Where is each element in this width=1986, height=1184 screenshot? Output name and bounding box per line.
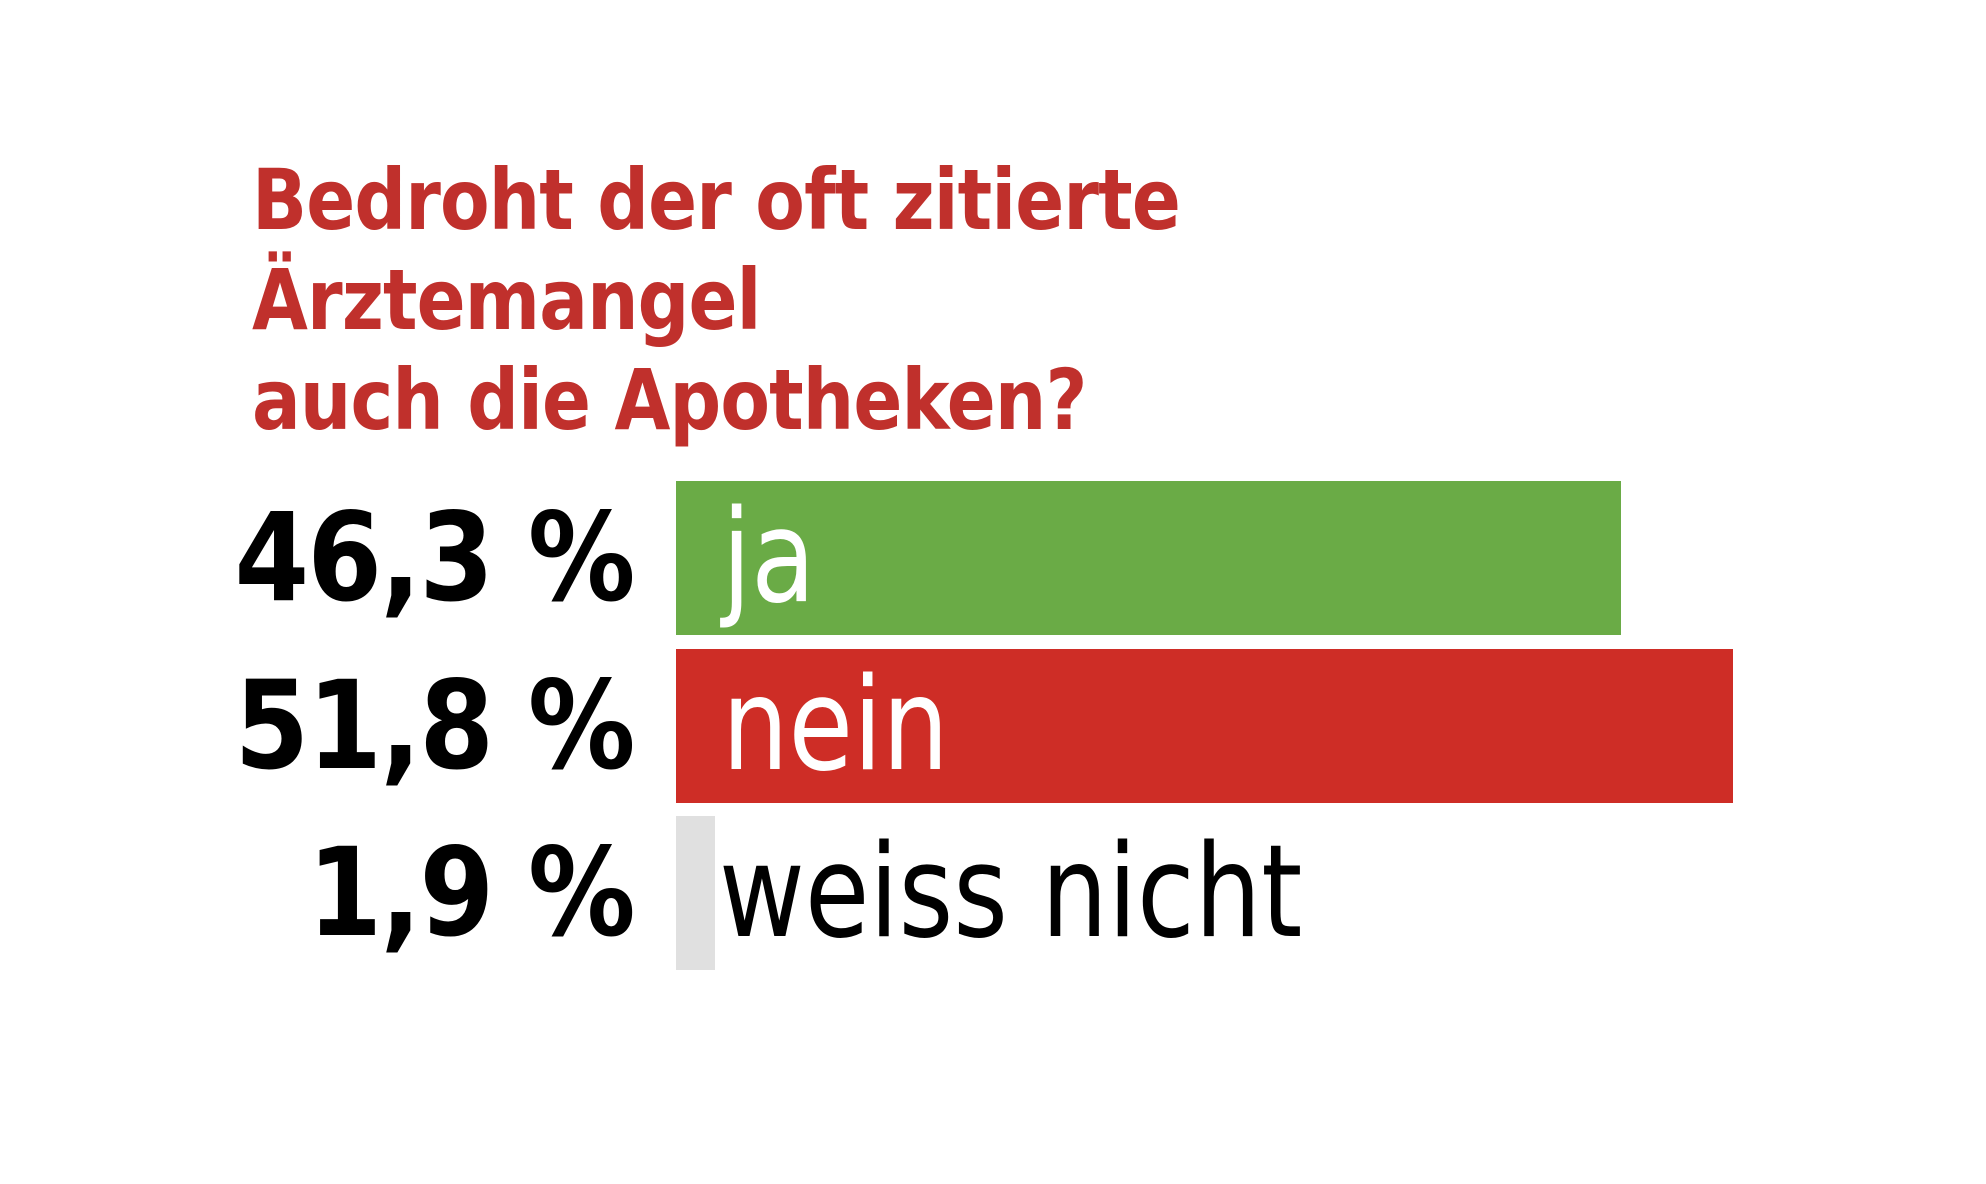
value-label: 51,8 %	[234, 655, 636, 797]
bar	[676, 649, 1733, 803]
category-label: ja	[722, 483, 816, 632]
bar	[676, 816, 715, 970]
chart-title-line-2: auch die Apotheken?	[252, 351, 1087, 449]
chart-title: Bedroht der oft zitierte Ärztemangel auc…	[252, 150, 1542, 450]
bar-row: 51,8 % nein	[0, 649, 1986, 803]
chart-title-line-1: Bedroht der oft zitierte Ärztemangel	[252, 151, 1181, 349]
bar-row: 1,9 % weiss nicht	[0, 816, 1986, 970]
bar-row: 46,3 % ja	[0, 481, 1986, 635]
value-label: 1,9 %	[307, 822, 636, 964]
category-label: weiss nicht	[718, 818, 1303, 967]
category-label: nein	[722, 651, 949, 800]
bar	[676, 481, 1621, 635]
value-label: 46,3 %	[234, 487, 636, 629]
